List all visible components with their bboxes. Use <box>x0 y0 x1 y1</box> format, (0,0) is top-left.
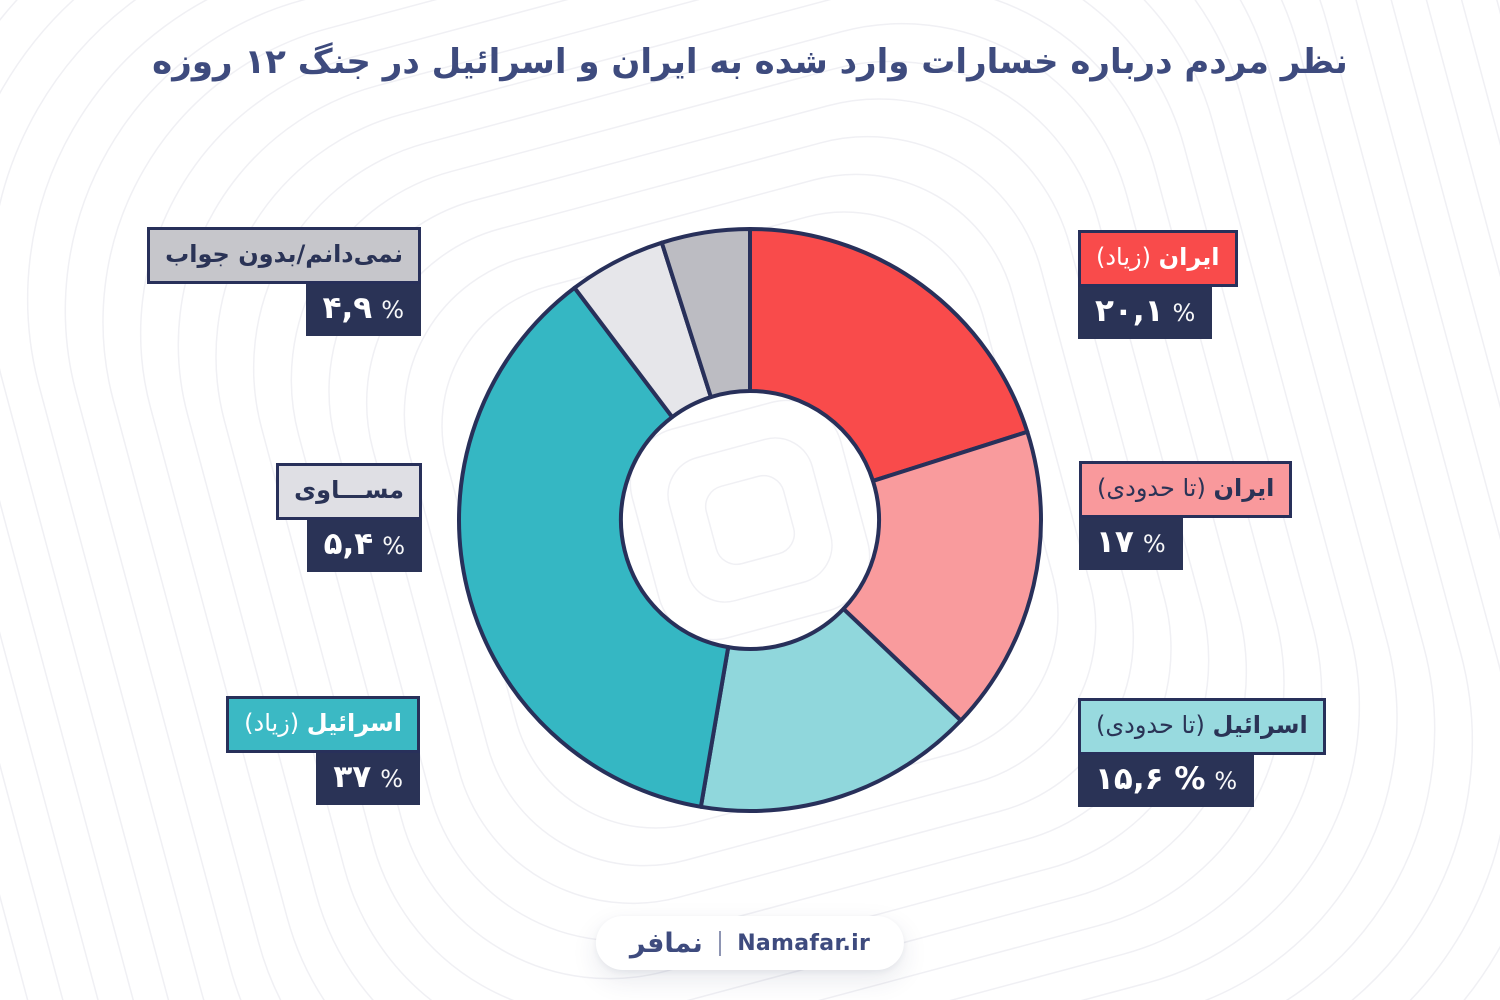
namafar-logo: نمافر <box>629 927 703 959</box>
percent-sign: % <box>381 296 404 325</box>
callout-unknown: نمی‌دانم/بدون جواب ۴,۹ % <box>147 227 421 337</box>
callout-israel-high: اسرائیل (زیاد) ۳۷ % <box>226 696 420 806</box>
callout-iran-some: ایران (تا حدودی) ۱۷ % <box>1079 461 1293 571</box>
callout-iran-some-label: ایران (تا حدودی) <box>1079 461 1293 519</box>
callout-equal: مســـاوی ۵,۴ % <box>276 463 422 573</box>
percent-sign: % <box>382 532 405 561</box>
value-digits: ۴,۹ <box>322 290 373 327</box>
callout-israel-some-label: اسرائیل (تا حدودی) <box>1078 698 1326 756</box>
label-country: اسرائیل <box>306 709 402 737</box>
callout-israel-some: اسرائیل (تا حدودی) ۱۵,۶ % % <box>1078 698 1326 808</box>
value-digits: ۱۷ <box>1096 524 1134 561</box>
label-country: اسرائیل <box>1212 711 1308 739</box>
callout-iran-high: ایران (زیاد) ۲۰,۱ % <box>1078 230 1238 340</box>
label-country: ایران <box>1213 474 1275 502</box>
value-digits: ۵,۴ <box>323 526 374 563</box>
label-qualifier: (زیاد) <box>244 709 307 737</box>
percent-sign: % <box>1172 299 1196 328</box>
callout-israel-some-value: ۱۵,۶ % % <box>1078 755 1255 808</box>
donut-slice <box>457 285 731 809</box>
callout-iran-some-value: ۱۷ % <box>1079 518 1183 571</box>
page-title: نظر مردم درباره خسارات وارد شده به ایران… <box>152 42 1348 82</box>
donut-slice <box>698 606 963 813</box>
donut-slices <box>457 227 1043 813</box>
label-country: ایران <box>1158 243 1220 271</box>
donut-slice <box>748 227 1030 483</box>
value-digits: ۲۰,۱ <box>1095 293 1164 330</box>
callout-israel-high-label: اسرائیل (زیاد) <box>226 696 420 754</box>
value-digits: ۳۷ <box>333 759 372 796</box>
donut-slice <box>659 227 752 400</box>
label-qualifier: (زیاد) <box>1096 243 1159 271</box>
callout-iran-high-label: ایران (زیاد) <box>1078 230 1238 288</box>
percent-sign: % <box>1142 530 1166 559</box>
percent-sign: % <box>1214 767 1238 796</box>
label-text: نمی‌دانم/بدون جواب <box>165 240 403 268</box>
label-qualifier: (تا حدودی) <box>1096 711 1213 739</box>
value-digits: ۱۵,۶ % <box>1095 761 1206 798</box>
separator-bar: | <box>715 926 725 956</box>
callout-equal-value: ۵,۴ % <box>306 520 422 573</box>
callout-unknown-value: ۴,۹ % <box>305 284 421 337</box>
footer-brand-pill: نمافر | Namafar.ir <box>595 916 905 970</box>
label-qualifier: (تا حدودی) <box>1097 474 1214 502</box>
callout-israel-high-value: ۳۷ % <box>316 753 420 806</box>
label-text: مســـاوی <box>294 476 404 504</box>
site-url-text: Namafar.ir <box>737 930 871 956</box>
callout-unknown-label: نمی‌دانم/بدون جواب <box>147 227 421 285</box>
callout-equal-label: مســـاوی <box>276 463 422 521</box>
percent-sign: % <box>380 765 403 794</box>
callout-iran-high-value: ۲۰,۱ % <box>1078 287 1213 340</box>
donut-slice <box>841 429 1043 723</box>
